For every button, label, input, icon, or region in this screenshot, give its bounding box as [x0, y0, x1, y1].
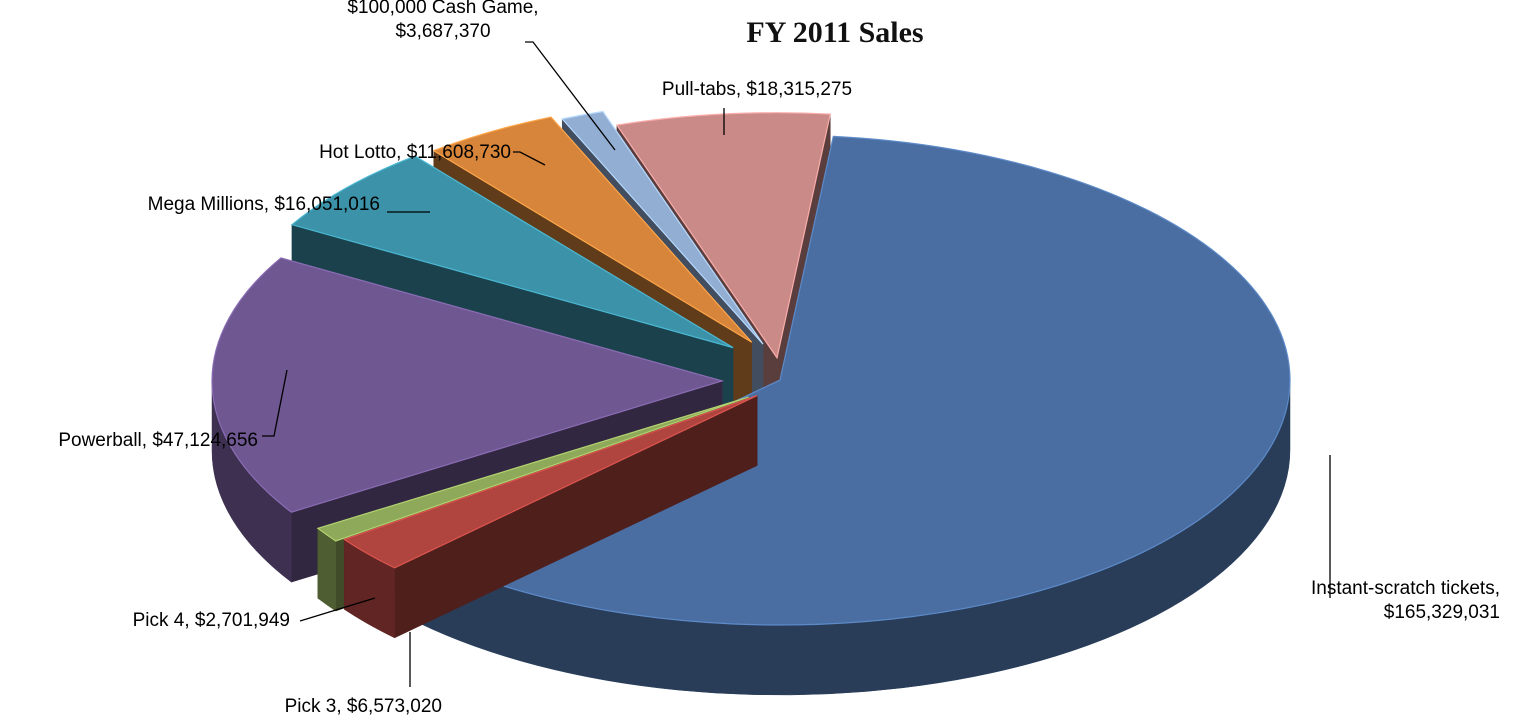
- data-label-instant-scratch-tickets-1: Instant-scratch tickets,: [1311, 578, 1500, 599]
- slice-labels: Instant-scratch tickets, $165,329,031 Pick…: [58, 0, 1500, 717]
- data-label-instant-scratch-tickets-2: $165,329,031: [1384, 602, 1500, 623]
- leader-line-hot-lotto: [513, 151, 546, 166]
- slice-pick-3: [343, 394, 758, 639]
- chart-title: FY 2011 Sales: [746, 16, 923, 49]
- data-label-pick-4: Pick 4, $2,701,949: [133, 610, 290, 631]
- leader-line-powerball: [262, 369, 288, 437]
- pie-slices: [211, 110, 1291, 696]
- leader-line-pick-4: [299, 597, 376, 622]
- data-label-hot-lotto: Hot Lotto, $11,608,730: [319, 142, 511, 163]
- data-label-mega-millions: Mega Millions, $16,051,016: [148, 194, 380, 215]
- data-label-pull-tabs: Pull-tabs, $18,315,275: [662, 79, 852, 100]
- leader-line--100-000-cash-game: [525, 41, 616, 151]
- data-label-powerball: Powerball, $47,124,656: [58, 430, 258, 451]
- data-label--100-000-cash-game-2: $3,687,370: [395, 21, 490, 42]
- data-label--100-000-cash-game-1: $100,000 Cash Game,: [347, 0, 538, 18]
- data-label-pick-3: Pick 3, $6,573,020: [285, 696, 442, 717]
